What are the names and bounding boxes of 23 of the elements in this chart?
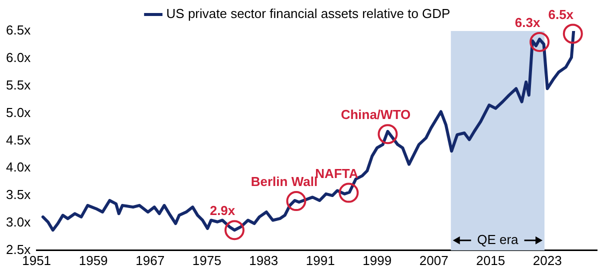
x-tick-label: 1999 (362, 252, 392, 268)
x-tick-label: 2015 (476, 252, 506, 268)
y-tick-label: 3.5x (6, 187, 32, 202)
y-tick-label: 5.0x (6, 104, 32, 120)
y-tick-label: 4.5x (6, 132, 32, 148)
y-tick-label: 3.0x (6, 214, 32, 230)
annotation: China/WTO (340, 107, 411, 122)
x-tick-label: 1975 (192, 252, 222, 268)
y-tick-label: 6.0x (6, 50, 32, 66)
annotation: 6.5x (548, 6, 574, 22)
annotation: 6.3x (514, 15, 541, 30)
y-tick-label: 5.5x (6, 77, 32, 92)
annotation: 2.9x (210, 203, 236, 218)
x-tick-label: 1991 (306, 252, 335, 268)
x-tick-label: 2007 (419, 252, 448, 268)
x-tick-label: 1959 (78, 252, 108, 268)
x-tick-label: 1967 (136, 252, 165, 268)
band-label: QE era (477, 232, 520, 247)
x-tick-label: 1983 (249, 252, 278, 268)
y-tick-label: 4.0x (6, 160, 32, 175)
legend-label: US private sector financial assets relative to GDP (166, 6, 450, 22)
y-tick-label: 6.5x (6, 22, 32, 38)
x-tick-label: 2023 (532, 252, 562, 268)
